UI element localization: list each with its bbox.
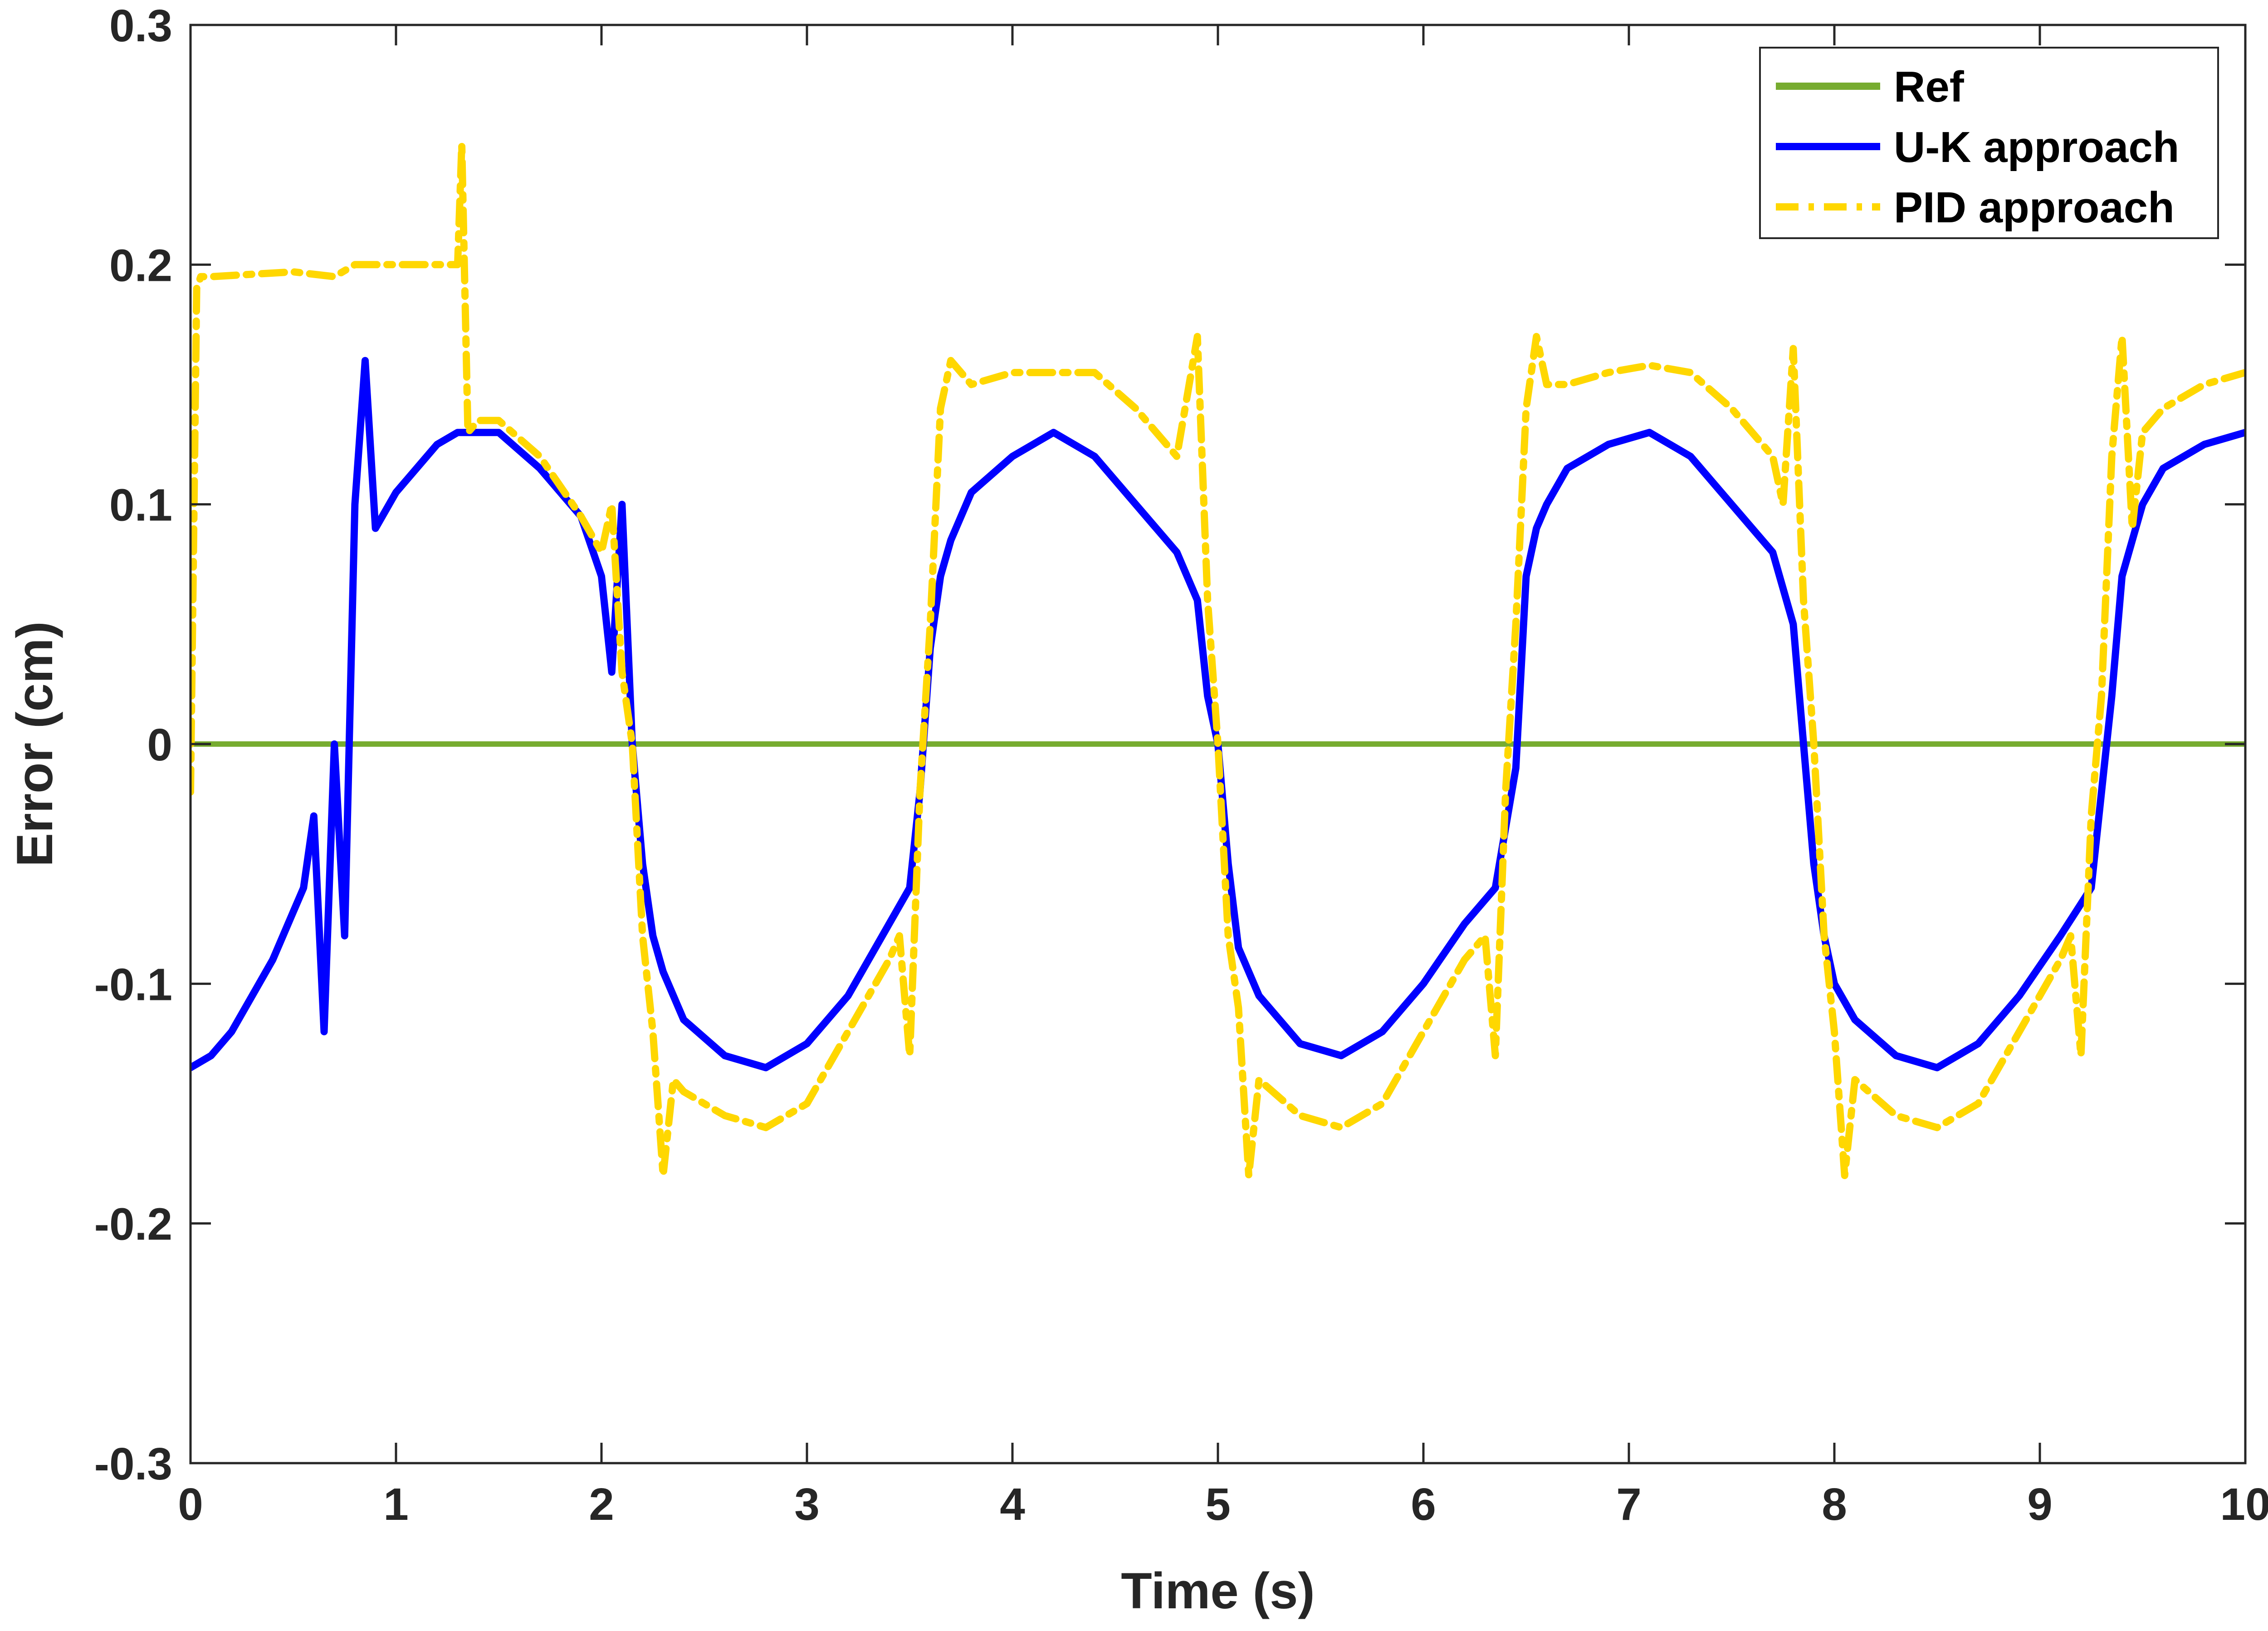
- x-tick-label: 2: [589, 1479, 614, 1530]
- legend: Ref U-K approach PID approach: [1759, 47, 2219, 239]
- x-tick-label: 6: [1411, 1479, 1436, 1530]
- y-axis-title: Error (cm): [6, 621, 63, 867]
- series-layer: [191, 141, 2245, 1179]
- x-tick-label: 4: [1000, 1479, 1025, 1530]
- x-tick-label: 3: [794, 1479, 820, 1530]
- y-tick-label: 0.1: [109, 480, 172, 531]
- x-tick-label: 5: [1205, 1479, 1231, 1530]
- y-tick-label: -0.1: [94, 959, 172, 1010]
- y-tick-label: -0.2: [94, 1199, 172, 1250]
- y-tick-label: -0.3: [94, 1439, 172, 1489]
- y-tick-label: 0.2: [109, 240, 172, 291]
- series-line-u-k-approach: [191, 357, 2245, 1072]
- x-tick-label: 1: [383, 1479, 409, 1530]
- x-axis-title: Time (s): [1121, 1562, 1315, 1619]
- legend-label: Ref: [1894, 63, 1965, 111]
- y-tick-label: 0: [147, 720, 172, 770]
- x-tick-label: 9: [2027, 1479, 2053, 1530]
- x-tick-label: 0: [178, 1479, 203, 1530]
- legend-label: PID approach: [1894, 183, 2175, 232]
- y-tick-label: 0.3: [109, 0, 172, 51]
- x-tick-label: 8: [1822, 1479, 1847, 1530]
- x-tick-label: 7: [1616, 1479, 1642, 1530]
- legend-label: U-K approach: [1894, 123, 2179, 171]
- ticks-layer: [189, 24, 2247, 1464]
- series-line-pid-approach: [191, 141, 2245, 1179]
- labels-layer: 0 1 2 3 4 5 6 7 8 9 10 -0.3 -0.2 -0.1 0 0.1 0.2 0.3: [94, 0, 2268, 1530]
- x-tick-label: 10: [2220, 1479, 2268, 1530]
